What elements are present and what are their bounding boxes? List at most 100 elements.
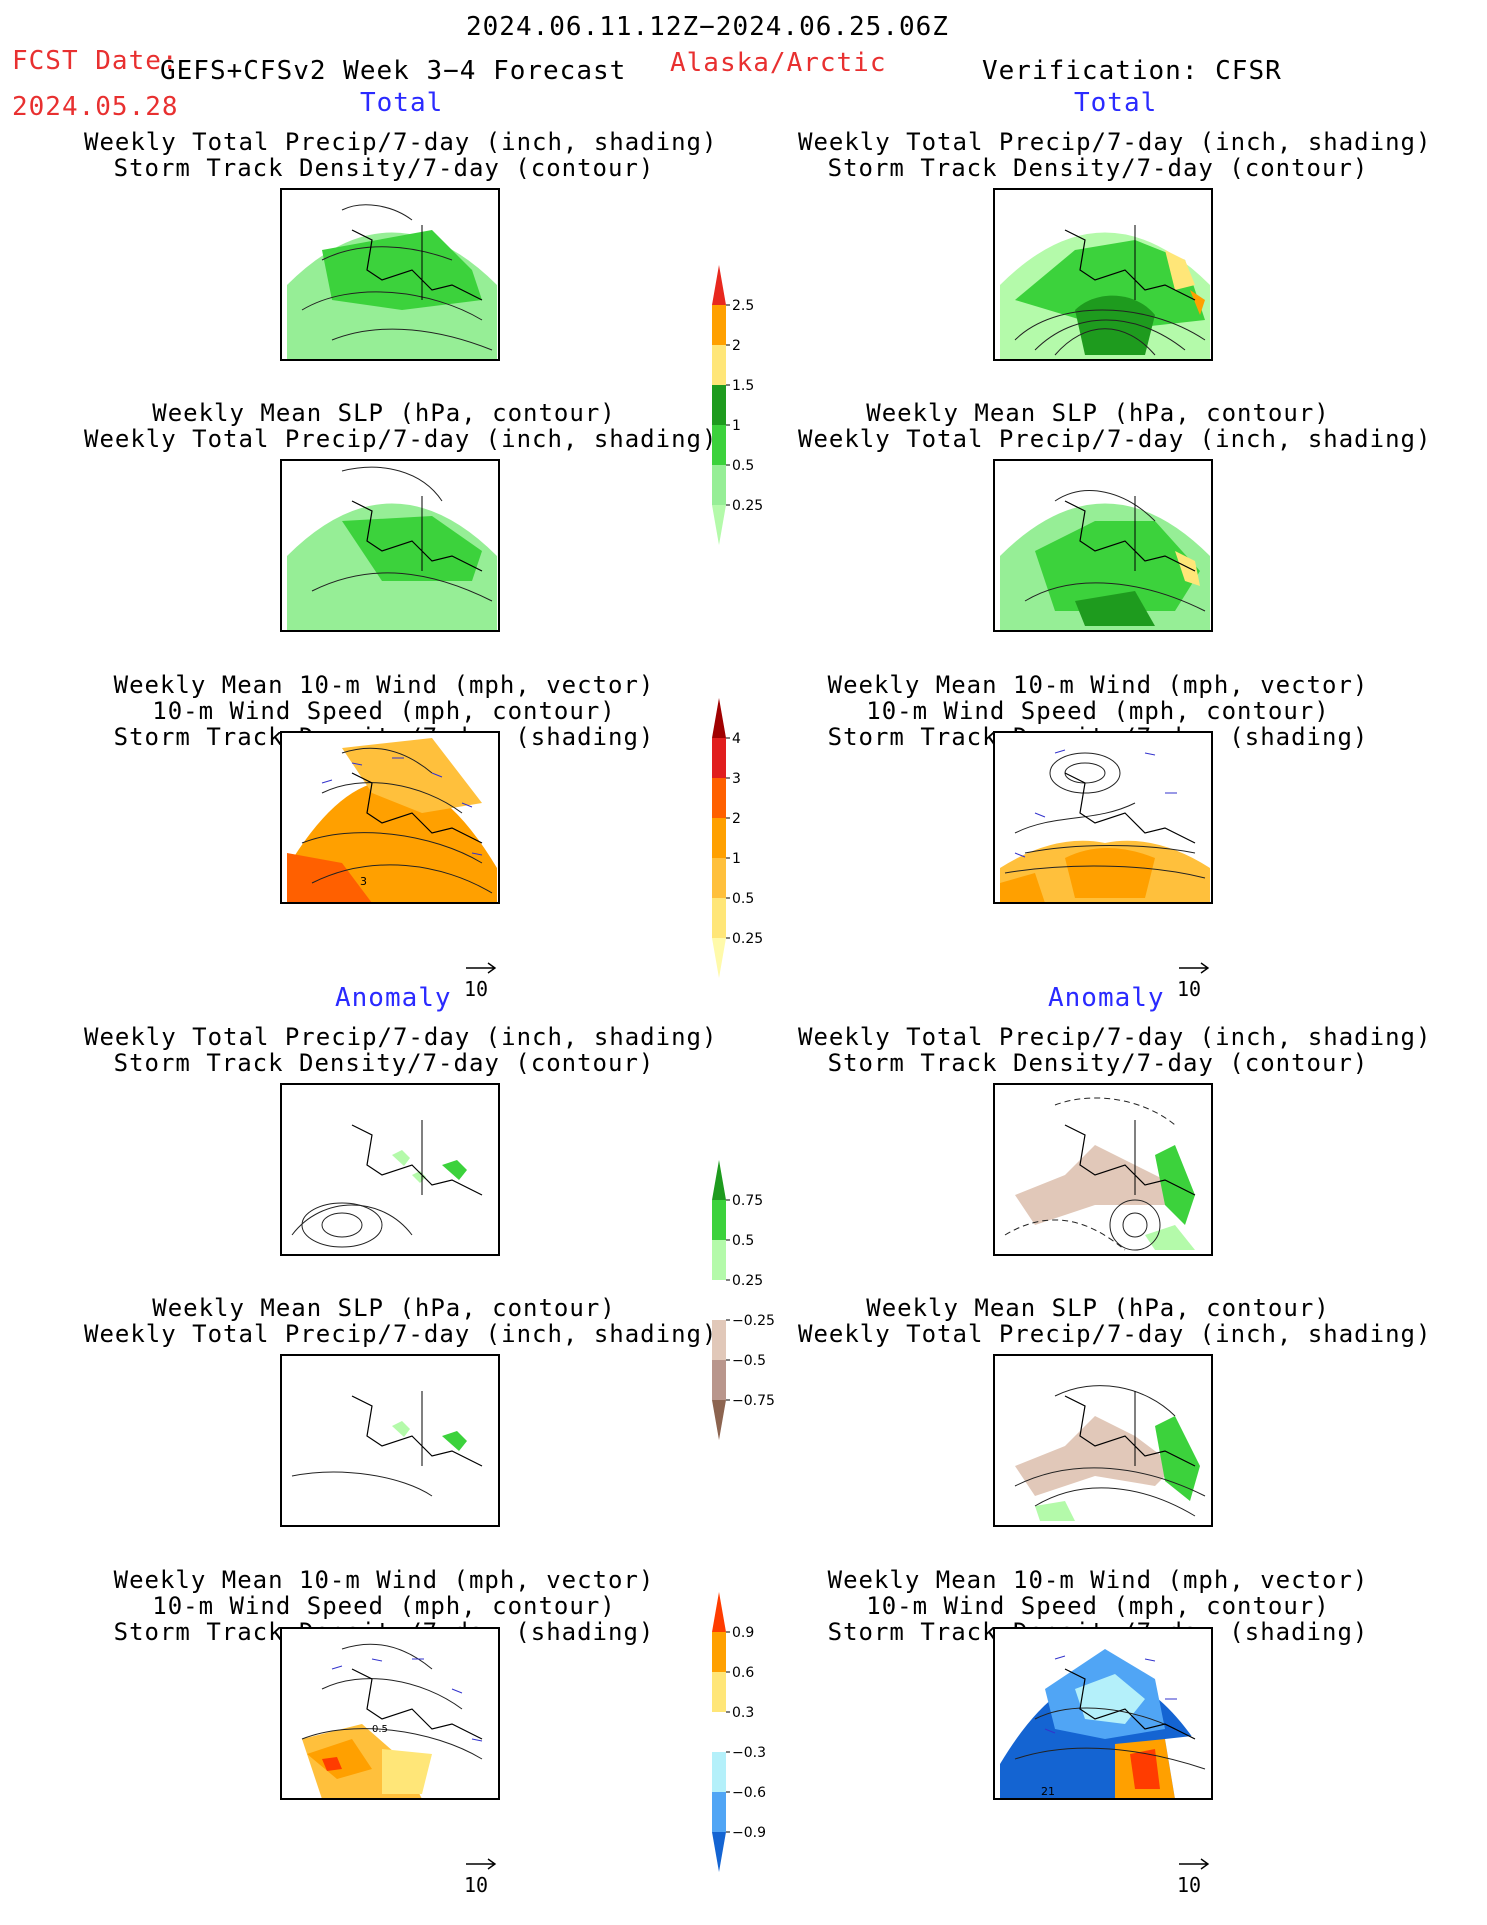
colorbar-segment: [712, 1360, 726, 1400]
colorbar-label: 2: [732, 338, 741, 354]
colorbar-label: 0.9: [732, 1625, 754, 1641]
map-anom-wind-verif: 21: [993, 1627, 1213, 1800]
colorbar-bottom-arrow: [712, 505, 726, 545]
colorbar-segment: [712, 1792, 726, 1832]
colorbar-segment: [712, 305, 726, 345]
colorbar-segment: [712, 1280, 726, 1320]
map-total-wind-verif: [993, 731, 1213, 904]
colorbar-top-arrow: [712, 1592, 726, 1632]
map-total-slp-precip-forecast: [280, 459, 500, 632]
colorbar-storm-total: 4 3 2 1 0.5 0.25: [712, 698, 832, 986]
map-graphic: [1004, 1097, 1196, 1251]
section-total-right: Total: [1074, 88, 1158, 118]
colorbar-label: 0.5: [732, 1233, 754, 1249]
fcst-date-label: FCST Date:: [12, 46, 179, 76]
map-anom-wind-forecast: 0.5: [280, 1627, 500, 1800]
map-graphic: [287, 204, 497, 359]
section-anomaly-left: Anomaly: [335, 983, 452, 1013]
colorbar-top-arrow: [712, 698, 726, 738]
colorbar-segment: [712, 385, 726, 425]
vector-ref-anom-right: 10: [1177, 1851, 1213, 1897]
title-l4b: Storm Track Density/7-day (contour): [113, 1049, 655, 1077]
colorbar-label: 0.5: [732, 458, 754, 474]
map-anom-precip-storm-verif: [993, 1083, 1213, 1256]
colorbar-label: 0.25: [732, 931, 763, 947]
colorbar-storm-anomaly: 0.9 0.6 0.3 −0.3 −0.6 −0.9: [712, 1592, 832, 1880]
vector-ref-total-right: 10: [1177, 955, 1213, 1001]
title-l3a: Weekly Mean 10-m Wind (mph, vector): [113, 671, 655, 699]
title-l2b: Weekly Total Precip/7-day (inch, shading…: [84, 425, 718, 453]
contour-label: 0.5: [372, 1724, 388, 1735]
colorbar-label: −0.5: [732, 1353, 766, 1369]
colorbar-graphic: 0.9 0.6 0.3 −0.3 −0.6 −0.9: [712, 1592, 766, 1872]
colorbar-segment: [712, 818, 726, 858]
map-graphic: [1000, 225, 1210, 359]
colorbar-label: 2.5: [732, 298, 754, 314]
vector-ref-label: 10: [1177, 977, 1202, 1001]
colorbar-label: 0.5: [732, 891, 754, 907]
colorbar-segment: [712, 425, 726, 465]
map-graphic: [1000, 749, 1210, 902]
map-total-precip-storm-verif: [993, 188, 1213, 361]
colorbar-segment: [712, 1752, 726, 1792]
date-range: 2024.06.11.12Z−2024.06.25.06Z: [466, 12, 949, 42]
arrow-right-icon: [1179, 962, 1210, 974]
colorbar-segment: [712, 738, 726, 778]
colorbar-label: 0.3: [732, 1705, 754, 1721]
forecast-name: GEFS+CFSv2 Week 3−4 Forecast: [160, 56, 627, 86]
colorbar-precip-anomaly: 0.75 0.5 0.25 −0.25 −0.5 −0.75: [712, 1160, 832, 1448]
title-r2b: Weekly Total Precip/7-day (inch, shading…: [798, 425, 1432, 453]
map-graphic: 3: [287, 738, 497, 902]
title-l5a: Weekly Mean SLP (hPa, contour): [152, 1294, 616, 1322]
map-graphic: [291, 1391, 483, 1497]
colorbar-segment: [712, 898, 726, 938]
colorbar-segment: [712, 465, 726, 505]
title-r4a: Weekly Total Precip/7-day (inch, shading…: [798, 1023, 1432, 1051]
colorbar-label: −0.6: [732, 1785, 766, 1801]
title-l2a: Weekly Mean SLP (hPa, contour): [152, 399, 616, 427]
map-total-wind-forecast: 3: [280, 731, 500, 904]
region-label: Alaska/Arctic: [670, 48, 887, 78]
title-l5b: Weekly Total Precip/7-day (inch, shading…: [84, 1320, 718, 1348]
map-total-slp-precip-verif: [993, 459, 1213, 632]
map-graphic: [291, 1120, 483, 1248]
title-l1a: Weekly Total Precip/7-day (inch, shading…: [84, 128, 718, 156]
colorbar-graphic: 4 3 2 1 0.5 0.25: [712, 698, 763, 978]
vector-ref-label: 10: [1177, 1873, 1202, 1897]
colorbar-label: 0.6: [732, 1665, 754, 1681]
colorbar-segment: [712, 858, 726, 898]
colorbar-segment: [712, 1632, 726, 1672]
colorbar-top-arrow: [712, 1160, 726, 1200]
map-graphic: [1000, 490, 1210, 630]
colorbar-precip-total: 2.5 2 1.5 1 0.5 0.25: [712, 265, 832, 553]
vector-ref-total-left: 10: [464, 955, 500, 1001]
title-l4a: Weekly Total Precip/7-day (inch, shading…: [84, 1023, 718, 1051]
contour-label: 21: [1041, 1785, 1055, 1798]
colorbar-bottom-arrow: [712, 1400, 726, 1440]
colorbar-label: −0.75: [732, 1393, 775, 1409]
colorbar-label: 4: [732, 731, 741, 747]
arrow-right-icon: [466, 1858, 497, 1870]
title-l3b: 10-m Wind Speed (mph, contour): [152, 697, 616, 725]
title-r6b: 10-m Wind Speed (mph, contour): [866, 1592, 1330, 1620]
title-l1b: Storm Track Density/7-day (contour): [113, 154, 655, 182]
colorbar-label: 0.25: [732, 1273, 763, 1289]
colorbar-segment: [712, 778, 726, 818]
map-graphic: 21: [1000, 1649, 1210, 1798]
title-l6b: 10-m Wind Speed (mph, contour): [152, 1592, 616, 1620]
title-r6a: Weekly Mean 10-m Wind (mph, vector): [827, 1566, 1369, 1594]
title-r3a: Weekly Mean 10-m Wind (mph, vector): [827, 671, 1369, 699]
storm-label: 3: [360, 875, 367, 888]
colorbar-graphic: 2.5 2 1.5 1 0.5 0.25: [712, 265, 763, 545]
colorbar-bottom-arrow: [712, 938, 726, 978]
colorbar-label: 3: [732, 771, 741, 787]
title-r5b: Weekly Total Precip/7-day (inch, shading…: [798, 1320, 1432, 1348]
map-graphic: 0.5: [301, 1643, 483, 1798]
title-r3c: Storm Track Density/7-day (shading): [827, 723, 1369, 751]
colorbar-label: 1: [732, 418, 741, 434]
vector-ref-label: 10: [464, 1873, 489, 1897]
colorbar-label: −0.9: [732, 1825, 766, 1841]
colorbar-segment: [712, 1712, 726, 1752]
map-graphic: [1014, 1385, 1206, 1521]
map-total-precip-storm-forecast: [280, 188, 500, 361]
